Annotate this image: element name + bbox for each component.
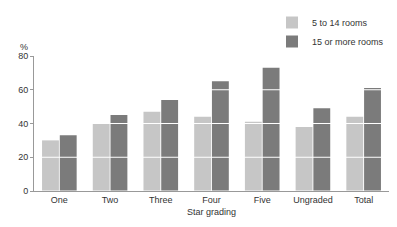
- svg-text:Two: Two: [102, 195, 119, 205]
- svg-text:0: 0: [23, 186, 28, 196]
- svg-text:15 or more rooms: 15 or more rooms: [312, 37, 384, 47]
- svg-text:20: 20: [18, 152, 28, 162]
- svg-text:Ungraded: Ungraded: [293, 195, 333, 205]
- svg-text:Star grading: Star grading: [187, 207, 236, 217]
- svg-text:Three: Three: [149, 195, 173, 205]
- svg-text:Five: Five: [254, 195, 271, 205]
- svg-text:Four: Four: [202, 195, 221, 205]
- svg-text:One: One: [51, 195, 68, 205]
- svg-text:%: %: [20, 42, 28, 52]
- svg-text:40: 40: [18, 119, 28, 129]
- svg-text:80: 80: [18, 51, 28, 61]
- svg-text:60: 60: [18, 85, 28, 95]
- svg-text:Total: Total: [354, 195, 373, 205]
- svg-text:5 to 14 rooms: 5 to 14 rooms: [312, 18, 368, 28]
